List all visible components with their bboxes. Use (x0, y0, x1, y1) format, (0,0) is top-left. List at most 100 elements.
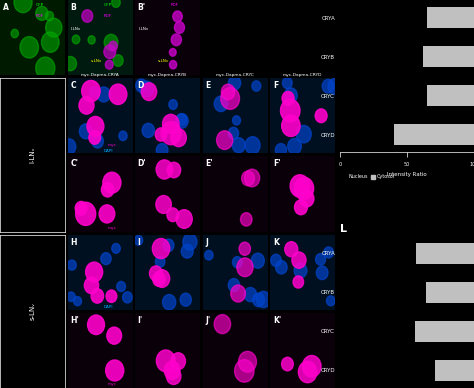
Text: B': B' (138, 3, 146, 12)
Circle shape (106, 290, 117, 303)
Text: s-LNᵥ: s-LNᵥ (29, 302, 36, 320)
Bar (340, 85, 427, 106)
Circle shape (176, 210, 192, 229)
Circle shape (89, 131, 100, 144)
Circle shape (112, 244, 120, 253)
Circle shape (292, 252, 306, 268)
Circle shape (97, 87, 110, 102)
Circle shape (101, 182, 114, 197)
Circle shape (104, 45, 116, 59)
Bar (340, 321, 415, 342)
Circle shape (161, 121, 181, 145)
Circle shape (62, 139, 76, 154)
Circle shape (141, 83, 157, 100)
Text: H': H' (70, 316, 79, 325)
Circle shape (174, 22, 184, 33)
Title: myc-Dapma-CRYA: myc-Dapma-CRYA (81, 73, 119, 77)
Text: J': J' (205, 316, 210, 325)
Circle shape (300, 191, 314, 207)
Bar (340, 360, 435, 381)
Circle shape (251, 253, 264, 268)
Bar (416, 243, 474, 264)
Text: L: L (340, 223, 347, 234)
Circle shape (284, 88, 297, 103)
Circle shape (316, 254, 326, 265)
Circle shape (221, 84, 235, 100)
Circle shape (169, 100, 177, 109)
Circle shape (233, 116, 240, 125)
Circle shape (167, 162, 181, 178)
Circle shape (164, 361, 180, 379)
Bar (340, 282, 426, 303)
Circle shape (290, 175, 310, 197)
Circle shape (177, 114, 187, 125)
Text: C': C' (70, 159, 78, 168)
Bar (415, 321, 474, 342)
Circle shape (103, 172, 121, 193)
Circle shape (271, 254, 281, 267)
Text: C: C (70, 81, 76, 90)
Circle shape (293, 276, 303, 288)
Circle shape (112, 0, 120, 7)
Text: F': F' (273, 159, 281, 168)
X-axis label: Intensity Ratio: Intensity Ratio (387, 172, 427, 177)
Circle shape (87, 116, 104, 136)
Text: PDF: PDF (36, 14, 44, 17)
Circle shape (322, 80, 334, 93)
Circle shape (315, 109, 327, 123)
Circle shape (228, 127, 238, 139)
Circle shape (46, 18, 62, 37)
Bar (393, 124, 474, 145)
Text: I: I (138, 237, 141, 247)
Circle shape (149, 266, 163, 281)
Circle shape (231, 285, 246, 302)
Circle shape (316, 266, 328, 280)
Circle shape (134, 236, 143, 245)
Circle shape (282, 115, 300, 137)
Circle shape (205, 250, 213, 260)
Text: H: H (70, 237, 77, 247)
Circle shape (296, 125, 311, 143)
Circle shape (82, 10, 93, 22)
Circle shape (82, 80, 100, 102)
Legend: Nucleus, Cytosol: Nucleus, Cytosol (342, 174, 395, 179)
Circle shape (163, 114, 179, 133)
Circle shape (11, 29, 18, 38)
Text: s-LNv: s-LNv (158, 59, 169, 62)
Circle shape (153, 272, 165, 286)
Circle shape (113, 55, 123, 66)
Circle shape (67, 292, 75, 301)
Text: D': D' (138, 159, 146, 168)
Circle shape (275, 261, 287, 274)
Circle shape (232, 138, 245, 153)
Bar (426, 282, 474, 303)
Circle shape (79, 124, 92, 139)
Circle shape (240, 213, 252, 226)
Circle shape (156, 144, 168, 157)
Circle shape (327, 296, 335, 306)
Circle shape (171, 353, 185, 370)
Text: l-LNᵥ: l-LNᵥ (29, 147, 36, 163)
Circle shape (75, 201, 87, 215)
Circle shape (239, 242, 250, 255)
Circle shape (156, 196, 172, 213)
Text: B: B (70, 3, 76, 12)
Circle shape (106, 360, 124, 381)
Circle shape (235, 360, 254, 382)
Circle shape (282, 92, 294, 105)
Text: myc: myc (108, 382, 117, 386)
Circle shape (288, 139, 301, 154)
Circle shape (101, 253, 111, 265)
Circle shape (166, 368, 181, 385)
Text: l-LNv: l-LNv (138, 27, 149, 31)
Circle shape (282, 357, 293, 371)
Text: s-LNv: s-LNv (91, 59, 102, 62)
Circle shape (73, 296, 82, 306)
Circle shape (140, 81, 154, 97)
Circle shape (99, 205, 115, 223)
Circle shape (171, 34, 182, 46)
Text: myc: myc (108, 143, 117, 147)
Circle shape (79, 97, 94, 114)
Circle shape (214, 315, 231, 334)
Circle shape (252, 81, 261, 91)
